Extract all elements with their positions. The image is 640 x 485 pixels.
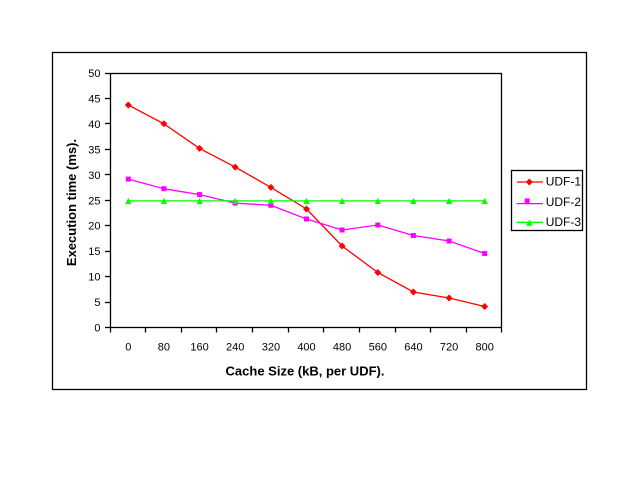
svg-text:10: 10	[88, 272, 100, 284]
svg-text:0: 0	[94, 323, 100, 335]
svg-text:80: 80	[158, 342, 170, 354]
svg-text:UDF-3: UDF-3	[546, 215, 582, 229]
svg-text:0: 0	[125, 342, 131, 354]
svg-text:30: 30	[88, 170, 100, 182]
svg-text:UDF-1: UDF-1	[546, 175, 582, 189]
svg-text:320: 320	[262, 342, 280, 354]
svg-text:480: 480	[333, 342, 351, 354]
svg-text:240: 240	[226, 342, 244, 354]
svg-text:Execution time (ms).: Execution time (ms).	[64, 139, 79, 266]
svg-text:25: 25	[88, 195, 100, 207]
svg-text:20: 20	[88, 221, 100, 233]
svg-text:45: 45	[88, 93, 100, 105]
svg-text:15: 15	[88, 246, 100, 258]
svg-text:Cache Size (kB, per UDF).: Cache Size (kB, per UDF).	[226, 364, 385, 379]
svg-text:560: 560	[369, 342, 387, 354]
svg-text:UDF-2: UDF-2	[546, 195, 582, 209]
svg-text:640: 640	[404, 342, 422, 354]
svg-text:5: 5	[94, 297, 100, 309]
svg-text:35: 35	[88, 144, 100, 156]
svg-text:40: 40	[88, 119, 100, 131]
svg-text:50: 50	[88, 68, 100, 80]
svg-text:160: 160	[190, 342, 208, 354]
svg-text:720: 720	[440, 342, 458, 354]
svg-text:800: 800	[476, 342, 494, 354]
svg-text:400: 400	[297, 342, 315, 354]
